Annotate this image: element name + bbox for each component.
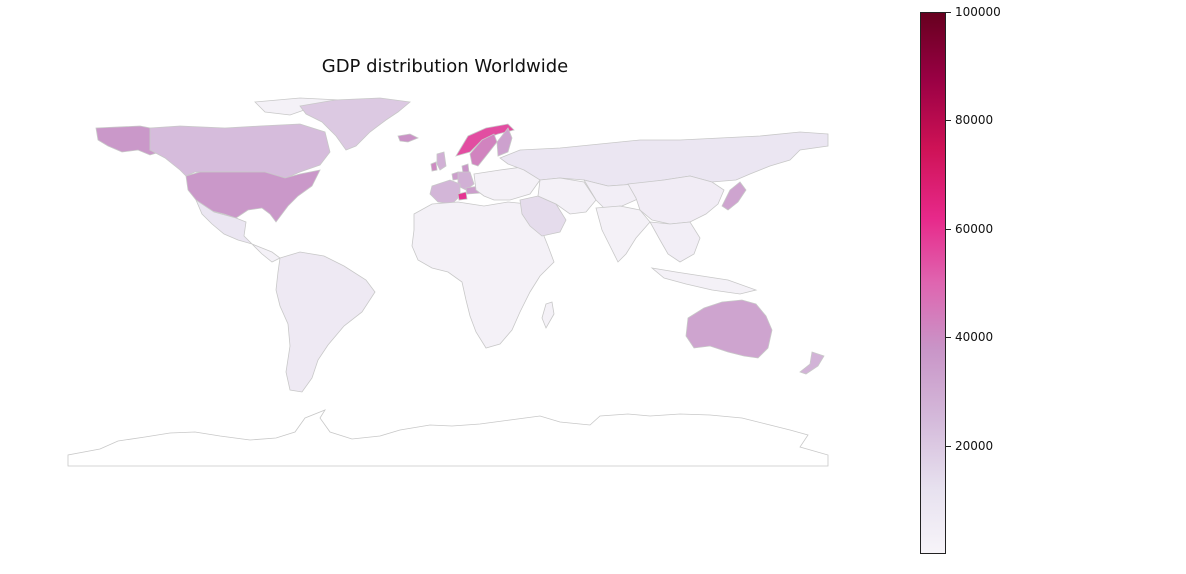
region-south-america	[275, 251, 376, 393]
region-antarctica	[67, 409, 829, 467]
colorbar-tick	[946, 120, 951, 122]
region-madagascar	[541, 301, 555, 329]
region-france	[429, 179, 461, 205]
region-africa	[411, 201, 555, 349]
region-new-zealand	[799, 351, 825, 375]
colorbar-tick-label: 80000	[955, 113, 994, 128]
region-united-kingdom	[436, 151, 447, 171]
region-china	[627, 175, 725, 225]
region-middle-east	[537, 177, 597, 215]
colorbar-tick	[946, 12, 951, 13]
region-australia	[685, 299, 773, 359]
colorbar-tick-label: 40000	[955, 330, 994, 345]
colorbar-tick	[946, 337, 951, 339]
colorbar-tick-label: 20000	[955, 438, 994, 453]
colorbar-tick-label: 100000	[955, 5, 1001, 19]
chart-title: GDP distribution Worldwide	[321, 56, 569, 77]
region-iceland	[397, 133, 419, 143]
region-norway	[455, 123, 515, 157]
colorbar-tick	[946, 228, 951, 230]
colorbar	[920, 12, 946, 554]
region-india	[595, 205, 651, 263]
colorbar-tick-label: 60000	[955, 221, 994, 236]
region-central-asia	[583, 179, 641, 209]
region-southeast-asia	[649, 221, 701, 263]
region-europe-south-east	[473, 165, 541, 201]
region-japan	[721, 181, 747, 211]
region-indonesia	[650, 267, 758, 295]
colorbar-tick	[946, 445, 951, 447]
region-sweden	[469, 133, 498, 167]
region-greenland	[299, 97, 411, 151]
region-finland	[496, 127, 513, 157]
region-switzerland	[457, 191, 468, 201]
region-alaska-usa	[95, 125, 161, 156]
region-canada	[149, 123, 331, 179]
region-ireland	[430, 161, 438, 172]
region-russia	[499, 131, 829, 187]
region-central-america	[251, 243, 281, 263]
